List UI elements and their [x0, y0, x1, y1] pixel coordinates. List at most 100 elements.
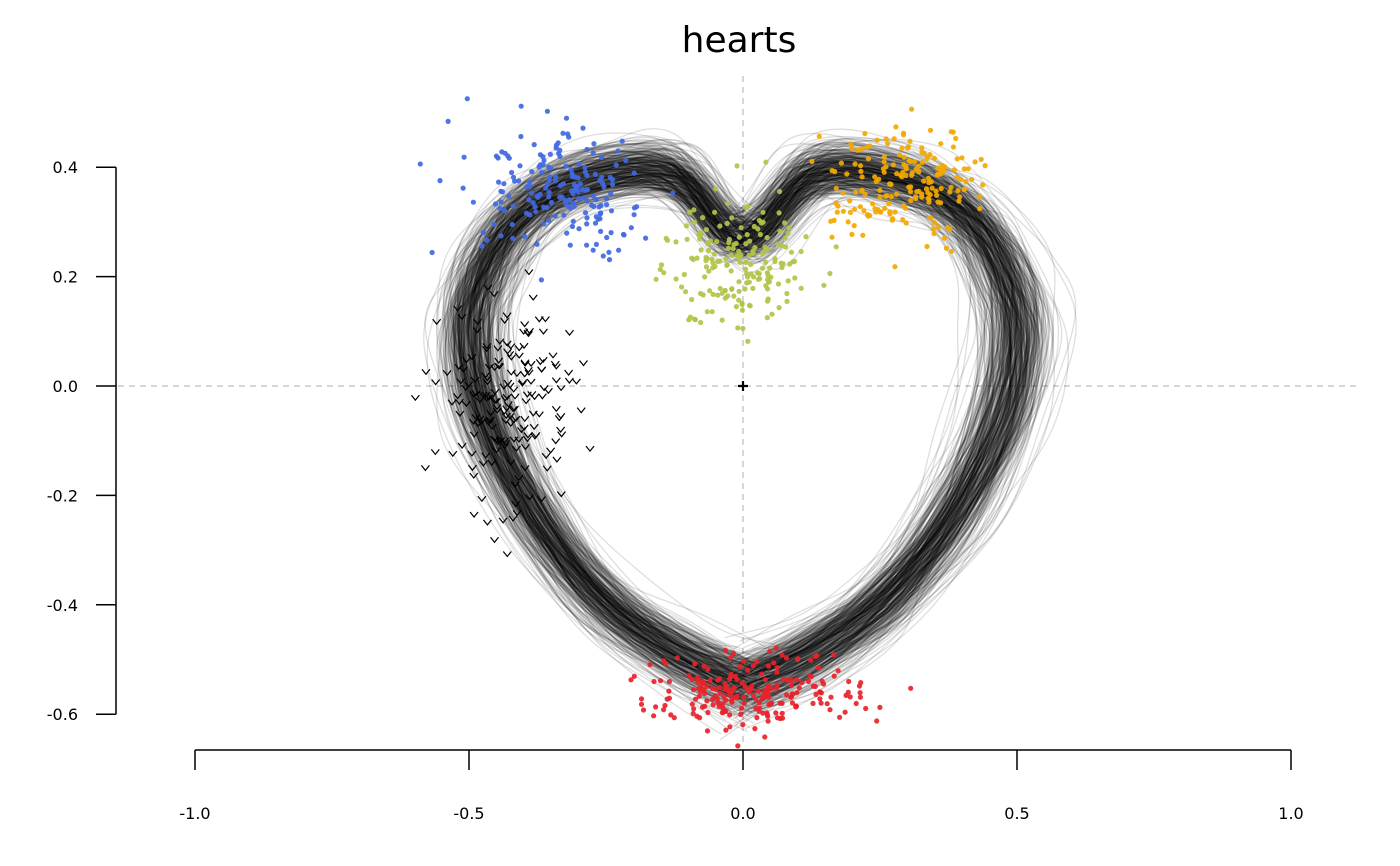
y-tick-label: -0.6 [47, 705, 78, 724]
trajectory-line [452, 138, 1077, 706]
trajectory-line [463, 152, 1012, 697]
trajectory-line [453, 186, 1035, 662]
data-point [619, 138, 625, 144]
data-point-chevron [490, 536, 499, 544]
data-point [848, 141, 854, 147]
data-point [774, 665, 780, 671]
trajectory-line [466, 148, 1040, 684]
data-point [900, 217, 906, 223]
data-point [755, 226, 761, 232]
data-point [745, 686, 751, 692]
data-point-chevron [520, 465, 530, 472]
data-point-chevron [523, 432, 533, 439]
data-point [795, 657, 801, 663]
trajectory-line [482, 152, 1028, 683]
data-point-chevron [453, 305, 463, 312]
data-point [498, 233, 504, 239]
data-point [935, 165, 941, 171]
data-point [527, 179, 533, 185]
trajectory-line [487, 169, 1005, 673]
data-point [557, 194, 563, 200]
data-point [731, 293, 737, 299]
data-point [696, 686, 702, 692]
data-point [501, 181, 507, 187]
data-point [690, 687, 697, 693]
data-point [510, 235, 516, 241]
data-point-chevron [482, 345, 492, 353]
data-point [417, 161, 423, 167]
data-point [765, 663, 772, 669]
data-point-chevron [492, 407, 502, 414]
data-point [631, 170, 637, 176]
data-point [759, 695, 765, 701]
data-point-chevron [482, 519, 492, 526]
trajectory-line [480, 168, 1018, 712]
trajectory-line [469, 154, 1039, 711]
trajectory-line [476, 149, 1022, 662]
data-point [584, 146, 590, 153]
trajectory-line [465, 170, 1018, 685]
data-point [725, 200, 731, 207]
data-point [759, 251, 766, 257]
data-point [683, 223, 690, 229]
trajectory-line [475, 159, 1019, 688]
data-point [901, 154, 907, 160]
trajectory-line [470, 156, 1027, 682]
data-point [518, 103, 524, 109]
data-point [784, 298, 790, 304]
data-point [777, 188, 783, 195]
data-point [661, 270, 667, 276]
data-point [697, 236, 703, 242]
trajectory-line [473, 154, 992, 685]
data-point [833, 200, 839, 207]
data-point [909, 172, 915, 178]
data-point [893, 124, 899, 130]
trajectory-line [514, 161, 997, 702]
data-point [576, 196, 582, 202]
data-point [938, 185, 944, 192]
data-point [861, 208, 867, 214]
data-point [696, 693, 702, 699]
data-point [571, 203, 577, 209]
data-point [741, 694, 747, 700]
data-point [480, 230, 486, 236]
trajectory-line [469, 163, 1018, 669]
trajectory-line [449, 177, 1006, 679]
data-point [658, 262, 665, 268]
trajectory-line [444, 158, 1021, 707]
data-point [810, 700, 816, 707]
data-point-chevron [453, 393, 463, 400]
data-point [845, 689, 851, 695]
data-point-chevron [538, 356, 548, 364]
data-point [492, 201, 499, 207]
trajectory-line [481, 167, 1002, 681]
data-point [580, 125, 586, 131]
data-point [919, 145, 925, 151]
data-point [700, 215, 706, 221]
trajectory-line [475, 140, 1008, 678]
data-point-chevron [501, 412, 511, 420]
data-point [726, 236, 733, 243]
data-point-chevron [469, 472, 479, 479]
data-point [692, 661, 698, 667]
data-point [938, 171, 944, 177]
data-point [557, 153, 563, 159]
data-point [753, 659, 760, 665]
trajectory-line [478, 165, 1008, 683]
data-point [700, 687, 707, 693]
data-point [568, 166, 574, 172]
chart-title: hearts [682, 20, 797, 61]
trajectory-line [453, 179, 1041, 705]
data-point [493, 153, 499, 159]
trajectory-line [466, 151, 1016, 671]
data-point-chevron [576, 407, 586, 414]
data-point [670, 190, 676, 196]
data-point [890, 216, 896, 222]
data-point [715, 292, 721, 298]
data-point [628, 677, 634, 683]
trajectory-line [482, 190, 989, 679]
trajectory-line [470, 159, 1023, 650]
trajectory-line [453, 152, 1021, 682]
trajectory-line [452, 135, 1022, 687]
data-point [852, 161, 858, 167]
